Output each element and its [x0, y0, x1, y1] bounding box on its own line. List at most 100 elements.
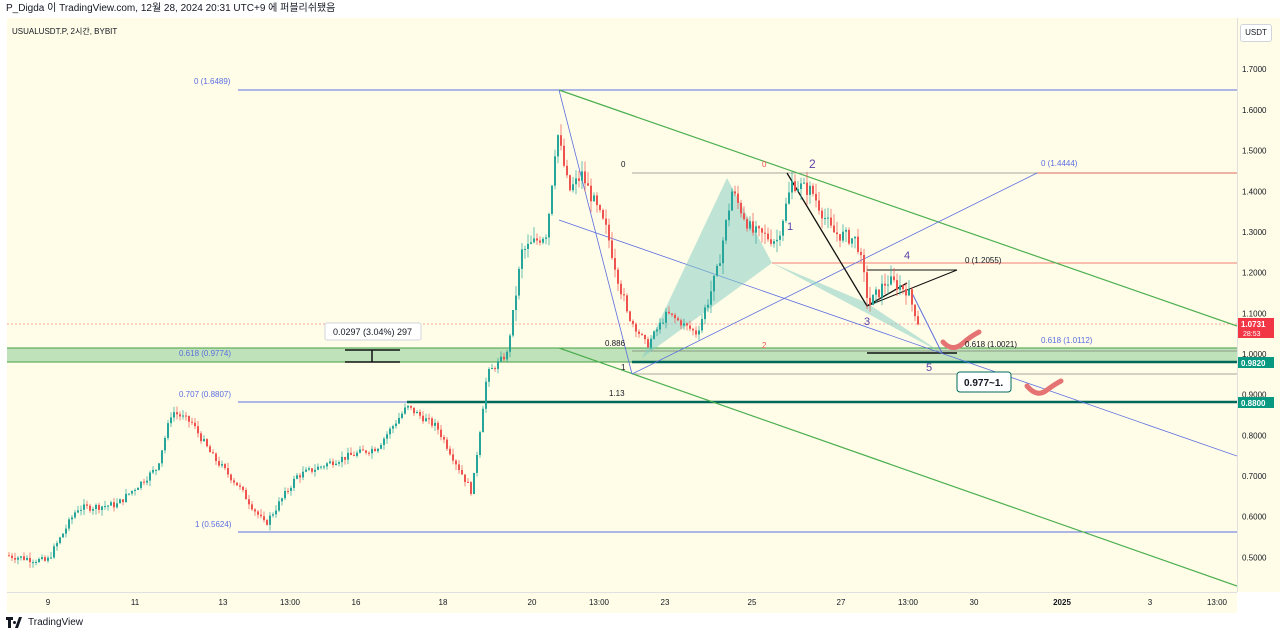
candle-body [647, 339, 649, 348]
candle-body [875, 289, 877, 295]
candle-body [125, 493, 127, 503]
candle-body [194, 422, 196, 427]
candle-body [239, 485, 241, 487]
candle-body [566, 165, 568, 176]
tradingview-logo[interactable]: TradingView [6, 617, 83, 628]
candle-body [92, 509, 94, 511]
candle-body [233, 480, 235, 483]
candle-body [449, 448, 451, 455]
candle-body [440, 429, 442, 438]
candle-body [755, 226, 757, 233]
candle-body [836, 232, 838, 235]
wave-label-3: 3 [864, 316, 870, 328]
candle-body [659, 322, 661, 330]
fib-label-12055: 0 (1.2055) [965, 256, 1002, 265]
candle-body [59, 537, 61, 544]
candle-body [65, 528, 67, 534]
candle-body [470, 482, 472, 494]
candle-body [23, 556, 25, 560]
candle-body [140, 481, 142, 488]
trend-line-ascending [631, 172, 1038, 375]
candle-body [101, 506, 103, 510]
candle-body [869, 297, 871, 305]
candle-body [380, 444, 382, 449]
candle-body [338, 462, 340, 464]
time-tick-label: 25 [748, 598, 757, 607]
tradingview-brand: TradingView [28, 617, 84, 628]
candle-body [278, 501, 280, 511]
candle-body [359, 449, 361, 453]
candle-body [572, 184, 574, 191]
candle-body [872, 294, 874, 305]
wave-label-5: 5 [926, 362, 932, 374]
candle-body [830, 217, 832, 226]
candle-body [455, 460, 457, 465]
chart-canvas[interactable]: 0.0297 (3.04%) 297 0.977~1. 0 (1.6489) 0… [7, 18, 1238, 592]
candle-body [143, 481, 145, 483]
candle-body [497, 361, 499, 369]
candle-body [17, 557, 19, 560]
candle-body [689, 325, 691, 329]
candle-body [32, 562, 34, 564]
price-tick-label: 0.5000 [1242, 553, 1267, 562]
candle-body [182, 415, 184, 417]
price-badge: 0.8800 [1238, 397, 1274, 408]
candle-body [416, 411, 418, 414]
currency-button[interactable]: USDT [1240, 24, 1272, 42]
time-axis[interactable]: 9 11 13 13:00 16 18 20 13:00 23 25 27 13:00 30 2025 3 1… [7, 592, 1237, 613]
candle-body [692, 328, 694, 331]
price-badge: 1.0731 28:53 [1238, 318, 1274, 338]
candle-body [314, 469, 316, 472]
time-tick-label: 16 [352, 598, 361, 607]
price-tick-label: 1.5000 [1242, 147, 1267, 156]
candle-body [866, 272, 868, 298]
candle-body [299, 475, 301, 478]
candle-body [749, 221, 751, 229]
fib-label-1444: 0 (1.4444) [1041, 159, 1078, 168]
candle-body [557, 135, 559, 157]
candle-body [890, 276, 892, 285]
candle-body [896, 280, 898, 290]
candle-body [575, 178, 577, 185]
candle-body [104, 506, 106, 508]
candle-body [581, 171, 583, 181]
candle-body [551, 185, 553, 214]
candle-body [68, 519, 70, 529]
candle-body [845, 229, 847, 232]
price-axis[interactable]: 1.7000 1.6000 1.5000 1.4000 1.3000 1.2000 1.10… [1237, 18, 1280, 592]
candle-body [41, 557, 43, 559]
candle-body [482, 408, 484, 433]
candle-body [491, 368, 493, 370]
candle-body [794, 181, 796, 192]
chart-plot-area[interactable]: 0.0297 (3.04%) 297 0.977~1. 0 (1.6489) 0… [7, 18, 1238, 592]
candle-body [614, 258, 616, 270]
svg-text:1.0731: 1.0731 [1241, 320, 1266, 329]
candle-body [815, 193, 817, 201]
candle-body [347, 452, 349, 460]
candle-body [899, 285, 901, 290]
candle-body [800, 183, 802, 190]
candle-body [320, 466, 322, 468]
candle-body [533, 238, 535, 243]
check-mark-2 [1024, 378, 1064, 396]
candle-body [353, 454, 355, 456]
candle-body [377, 448, 379, 452]
candle-body [242, 486, 244, 490]
candle-body [269, 515, 271, 525]
candle-body [638, 331, 640, 334]
candle-body [11, 555, 13, 558]
candle-body [707, 304, 709, 308]
candle-body [443, 437, 445, 440]
candle-body [683, 323, 685, 326]
publish-header: P_Digda 이 TradingView.com, 12월 28, 2024 … [0, 0, 1280, 18]
candle-body [593, 195, 595, 202]
candle-body [263, 516, 265, 521]
candle-body [308, 468, 310, 470]
candle-body [38, 558, 40, 563]
candle-body [119, 499, 121, 504]
candle-body [209, 446, 211, 453]
time-tick-label: 20 [528, 598, 537, 607]
candle-body [635, 323, 637, 332]
candle-body [770, 239, 772, 244]
symbol-info[interactable]: USUALUSDT.P, 2시간, BYBIT [12, 27, 118, 36]
